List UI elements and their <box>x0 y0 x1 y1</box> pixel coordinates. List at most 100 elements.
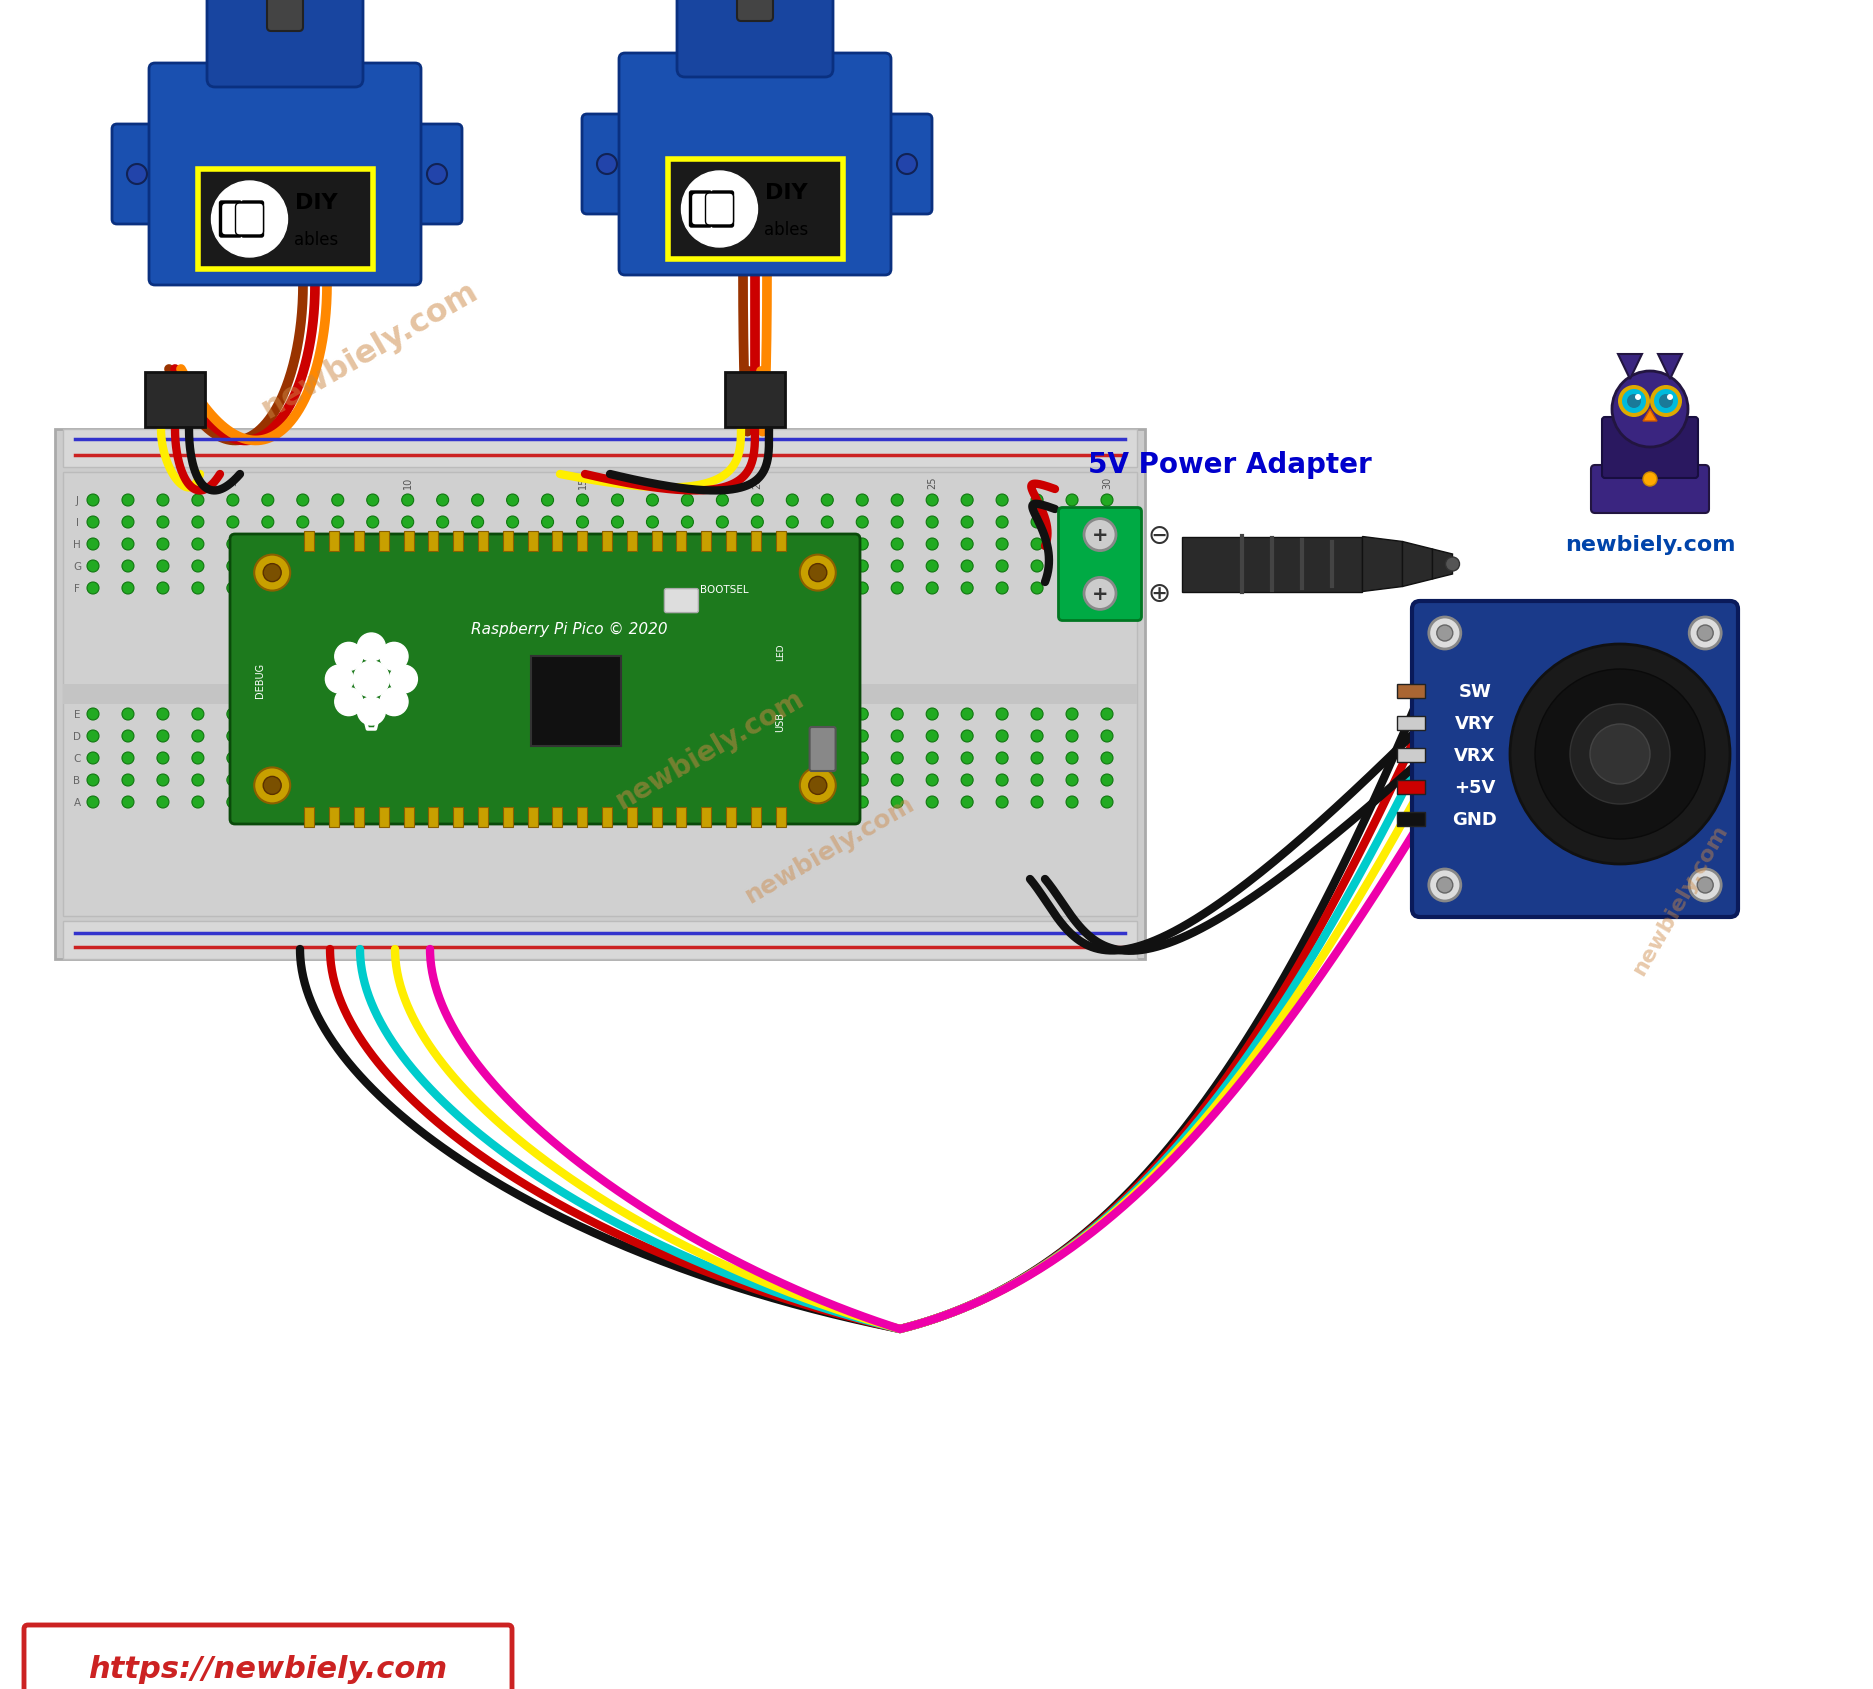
Circle shape <box>961 753 972 765</box>
Circle shape <box>820 753 833 765</box>
Circle shape <box>996 561 1008 573</box>
Circle shape <box>682 753 693 765</box>
Circle shape <box>367 495 378 507</box>
Bar <box>626 807 637 828</box>
Circle shape <box>1101 731 1113 743</box>
Circle shape <box>296 731 309 743</box>
Circle shape <box>925 731 938 743</box>
Circle shape <box>122 731 133 743</box>
FancyBboxPatch shape <box>676 0 833 78</box>
Bar <box>528 532 538 552</box>
Text: 30: 30 <box>1101 476 1111 488</box>
Text: GND: GND <box>1452 811 1497 829</box>
Circle shape <box>682 561 693 573</box>
Circle shape <box>1654 390 1676 414</box>
Text: +5V: +5V <box>1453 779 1495 797</box>
Bar <box>64 922 1137 959</box>
Circle shape <box>262 709 273 721</box>
Circle shape <box>925 561 938 573</box>
Circle shape <box>856 539 867 551</box>
Circle shape <box>1066 495 1077 507</box>
Circle shape <box>506 583 519 595</box>
Circle shape <box>787 517 798 529</box>
Bar <box>577 807 586 828</box>
Circle shape <box>800 768 835 804</box>
Circle shape <box>856 775 867 787</box>
Text: newbiely.com: newbiely.com <box>1564 535 1734 554</box>
Circle shape <box>961 495 972 507</box>
FancyBboxPatch shape <box>242 203 264 238</box>
Circle shape <box>262 495 273 507</box>
Circle shape <box>577 583 588 595</box>
Bar <box>403 807 414 828</box>
Circle shape <box>436 495 448 507</box>
Circle shape <box>157 583 169 595</box>
Circle shape <box>682 517 693 529</box>
Circle shape <box>925 709 938 721</box>
Circle shape <box>1697 625 1712 642</box>
Circle shape <box>996 731 1008 743</box>
Circle shape <box>541 583 553 595</box>
FancyBboxPatch shape <box>150 64 421 285</box>
Circle shape <box>427 166 448 184</box>
Circle shape <box>1101 583 1113 595</box>
Circle shape <box>1101 797 1113 809</box>
Text: I: I <box>75 519 79 527</box>
Circle shape <box>227 775 238 787</box>
Circle shape <box>401 797 414 809</box>
Circle shape <box>227 583 238 595</box>
Circle shape <box>646 539 657 551</box>
Circle shape <box>682 495 693 507</box>
Circle shape <box>751 561 762 573</box>
Circle shape <box>715 539 729 551</box>
Bar <box>652 532 661 552</box>
Bar <box>64 473 1137 917</box>
Circle shape <box>541 775 553 787</box>
Circle shape <box>332 583 343 595</box>
Circle shape <box>820 797 833 809</box>
Text: 15: 15 <box>577 476 588 488</box>
Circle shape <box>191 731 204 743</box>
Circle shape <box>506 797 519 809</box>
Bar <box>1395 684 1423 699</box>
Circle shape <box>787 539 798 551</box>
Circle shape <box>787 775 798 787</box>
Circle shape <box>262 564 281 583</box>
Circle shape <box>892 561 903 573</box>
Circle shape <box>646 753 657 765</box>
Circle shape <box>996 517 1008 529</box>
Bar <box>453 532 463 552</box>
Circle shape <box>86 709 99 721</box>
Circle shape <box>961 539 972 551</box>
Bar <box>330 532 339 552</box>
Circle shape <box>996 797 1008 809</box>
Circle shape <box>1534 669 1704 839</box>
Circle shape <box>262 517 273 529</box>
Circle shape <box>262 753 273 765</box>
Circle shape <box>820 731 833 743</box>
Circle shape <box>1101 495 1113 507</box>
Circle shape <box>646 709 657 721</box>
FancyBboxPatch shape <box>882 115 931 215</box>
Circle shape <box>541 517 553 529</box>
Circle shape <box>787 583 798 595</box>
Circle shape <box>436 561 448 573</box>
Circle shape <box>401 709 414 721</box>
Circle shape <box>892 517 903 529</box>
Circle shape <box>157 495 169 507</box>
Text: BOOTSEL: BOOTSEL <box>701 584 749 595</box>
Text: G: G <box>73 562 81 571</box>
Circle shape <box>856 495 867 507</box>
Bar <box>725 807 736 828</box>
Circle shape <box>577 495 588 507</box>
Text: ⊕: ⊕ <box>1148 579 1171 608</box>
Circle shape <box>820 517 833 529</box>
Polygon shape <box>1431 549 1452 579</box>
Circle shape <box>122 775 133 787</box>
Circle shape <box>472 495 483 507</box>
FancyBboxPatch shape <box>712 193 732 228</box>
Circle shape <box>367 517 378 529</box>
Circle shape <box>682 731 693 743</box>
Circle shape <box>1101 539 1113 551</box>
Circle shape <box>715 709 729 721</box>
